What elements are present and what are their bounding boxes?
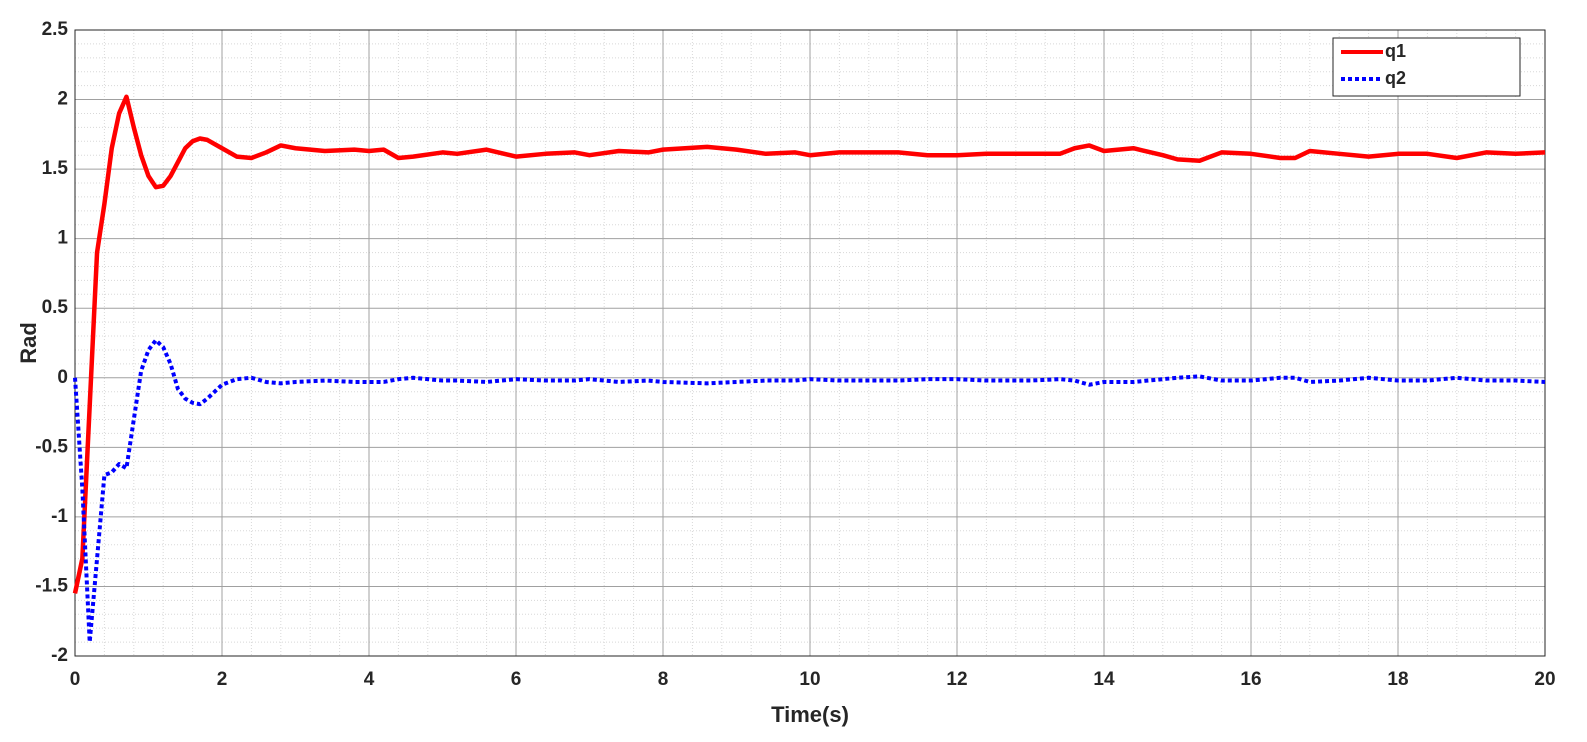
y-axis-label: Rad [16, 322, 41, 364]
y-tick-label: 0.5 [42, 297, 69, 318]
legend-box [1332, 37, 1521, 97]
x-tick-label: 4 [364, 669, 375, 690]
y-tick-label: -0.5 [35, 436, 68, 457]
x-tick-label: 0 [70, 669, 81, 690]
x-tick-label: 12 [946, 669, 967, 690]
y-tick-label: 2.5 [42, 19, 69, 40]
x-tick-label: 2 [217, 669, 228, 690]
x-tick-label: 10 [799, 669, 820, 690]
y-tick-label: -1.5 [35, 575, 68, 596]
x-tick-label: 20 [1534, 669, 1555, 690]
line-series [72, 94, 1546, 594]
y-tick-label: 0 [57, 367, 68, 388]
x-tick-label: 8 [658, 669, 669, 690]
y-tick-label: -2 [51, 645, 68, 666]
x-tick-label: 16 [1240, 669, 1261, 690]
y-tick-label: 1.5 [42, 158, 69, 179]
x-axis-label: Time(s) [771, 702, 849, 727]
y-tick-label: 1 [57, 228, 68, 249]
legend-label: q2 [1385, 68, 1406, 88]
legend-label: q1 [1385, 41, 1406, 61]
x-tick-label: 18 [1387, 669, 1408, 690]
y-tick-label: -1 [51, 506, 68, 527]
x-tick-label: 6 [511, 669, 522, 690]
x-tick-label: 14 [1093, 669, 1115, 690]
line-series [73, 338, 1546, 645]
plot-frame [74, 29, 1546, 657]
y-tick-label: 2 [57, 89, 68, 110]
